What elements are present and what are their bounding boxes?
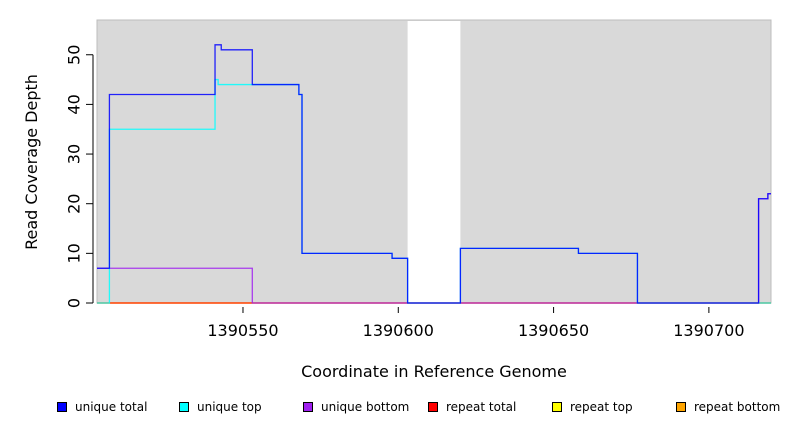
- x-axis-title: Coordinate in Reference Genome: [301, 362, 567, 381]
- y-tick-label: 0: [65, 298, 84, 308]
- legend-swatch: [552, 402, 562, 412]
- y-tick-label: 10: [65, 243, 84, 263]
- legend-item-repeat-total: repeat total: [428, 400, 516, 414]
- legend-swatch: [179, 402, 189, 412]
- legend-item-unique-bottom: unique bottom: [303, 400, 409, 414]
- legend-label: unique top: [197, 400, 262, 414]
- legend-swatch: [428, 402, 438, 412]
- unshaded-region: [407, 21, 461, 303]
- series-line-unique-total: [97, 44, 771, 304]
- legend-item-repeat-top: repeat top: [552, 400, 633, 414]
- legend-item-unique-total: unique total: [57, 400, 147, 414]
- legend-label: unique total: [75, 400, 148, 414]
- y-tick-label: 50: [65, 45, 84, 65]
- x-tick-label: 1390650: [518, 321, 589, 340]
- legend-swatch: [57, 402, 67, 412]
- y-tick-label: 40: [65, 94, 84, 114]
- x-tick-label: 1390550: [207, 321, 278, 340]
- x-tick-label: 1390600: [363, 321, 434, 340]
- legend-label: repeat top: [570, 400, 633, 414]
- legend-swatch: [676, 402, 686, 412]
- legend-swatch: [303, 402, 313, 412]
- legend-label: repeat total: [446, 400, 517, 414]
- legend: unique total unique top unique bottom repea…: [0, 400, 792, 420]
- legend-item-unique-top: unique top: [179, 400, 262, 414]
- legend-label: repeat bottom: [694, 400, 781, 414]
- y-tick-label: 30: [65, 144, 84, 164]
- y-tick-label: 20: [65, 194, 84, 214]
- y-axis-title: Read Coverage Depth: [22, 74, 41, 250]
- x-tick-label: 1390700: [673, 321, 744, 340]
- legend-label: unique bottom: [321, 400, 410, 414]
- legend-item-repeat-bottom: repeat bottom: [676, 400, 780, 414]
